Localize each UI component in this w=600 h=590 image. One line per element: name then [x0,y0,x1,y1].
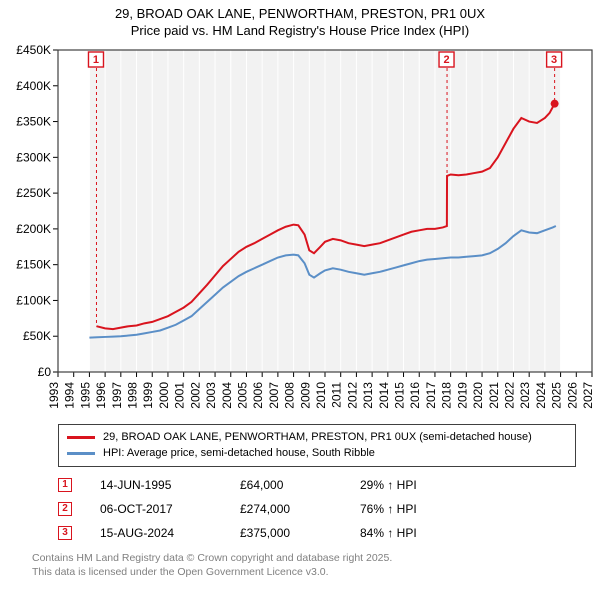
x-tick-label: 2027 [581,381,595,408]
sales-price: £64,000 [240,478,360,492]
x-tick-label: 1994 [63,381,77,408]
x-tick-label: 2003 [204,381,218,408]
sales-marker: 1 [58,478,72,492]
y-tick-label: £350K [16,114,51,128]
x-tick-label: 1993 [47,381,61,408]
x-tick-label: 2018 [440,381,454,408]
sales-price: £274,000 [240,502,360,516]
y-tick-label: £100K [16,293,51,307]
y-tick-label: £250K [16,186,51,200]
legend-swatch [67,452,95,455]
x-tick-label: 2002 [188,381,202,408]
x-tick-label: 2011 [330,381,344,407]
x-tick-label: 2022 [502,381,516,408]
x-tick-label: 2024 [534,381,548,408]
legend-row: HPI: Average price, semi-detached house,… [67,445,567,462]
y-tick-label: £300K [16,150,51,164]
x-tick-label: 1996 [94,381,108,408]
x-tick-label: 2001 [173,381,187,408]
sales-price: £375,000 [240,526,360,540]
sales-date: 06-OCT-2017 [100,502,240,516]
legend-row: 29, BROAD OAK LANE, PENWORTHAM, PRESTON,… [67,429,567,446]
footnote: Contains HM Land Registry data © Crown c… [32,551,600,579]
sales-row: 3 15-AUG-2024£375,00084% ↑ HPI [58,521,600,545]
sale-marker-number: 1 [93,54,99,66]
sales-pct: 76% ↑ HPI [360,502,480,516]
sales-row: 1 14-JUN-1995£64,00029% ↑ HPI [58,473,600,497]
y-tick-label: £400K [16,79,51,93]
x-tick-label: 2006 [251,381,265,408]
x-tick-label: 1997 [110,381,124,408]
chart-area: £0 £50K £100K £150K £200K £250K £300K £350K £400… [0,42,600,420]
x-tick-label: 2005 [235,381,249,408]
footnote-line-2: This data is licensed under the Open Gov… [32,565,600,579]
legend-swatch [67,436,95,439]
title-line-1: 29, BROAD OAK LANE, PENWORTHAM, PRESTON,… [0,6,600,23]
x-tick-label: 2013 [361,381,375,408]
legend-label: HPI: Average price, semi-detached house,… [103,445,375,462]
x-tick-label: 2012 [345,381,359,408]
y-tick-label: £150K [16,257,51,271]
sales-marker: 2 [58,502,72,516]
y-tick-label: £450K [16,43,51,57]
x-tick-label: 2023 [518,381,532,408]
x-tick-label: 2004 [220,381,234,408]
x-tick-label: 2015 [393,381,407,408]
legend: 29, BROAD OAK LANE, PENWORTHAM, PRESTON,… [58,424,576,467]
y-tick-label: £50K [23,329,51,343]
x-tick-label: 2026 [565,381,579,408]
x-tick-label: 2019 [455,381,469,408]
sale-marker-number: 2 [443,54,449,66]
sales-marker: 3 [58,526,72,540]
x-tick-label: 2021 [487,381,501,408]
sales-date: 14-JUN-1995 [100,478,240,492]
x-tick-label: 2000 [157,381,171,408]
x-tick-label: 2020 [471,381,485,408]
x-tick-label: 2017 [424,381,438,408]
x-tick-label: 2008 [283,381,297,408]
x-tick-label: 2007 [267,381,281,408]
x-tick-label: 2009 [298,381,312,408]
x-tick-label: 1995 [78,381,92,408]
x-tick-label: 2025 [550,381,564,408]
x-tick-label: 2016 [408,381,422,408]
x-tick-label: 1999 [141,381,155,408]
sales-row: 2 06-OCT-2017£274,00076% ↑ HPI [58,497,600,521]
footnote-line-1: Contains HM Land Registry data © Crown c… [32,551,600,565]
x-tick-label: 2014 [377,381,391,408]
y-tick-label: £200K [16,222,51,236]
sales-date: 15-AUG-2024 [100,526,240,540]
sales-pct: 84% ↑ HPI [360,526,480,540]
title-line-2: Price paid vs. HM Land Registry's House … [0,23,600,40]
x-tick-label: 1998 [126,381,140,408]
y-tick-label: £0 [38,365,52,379]
x-tick-label: 2010 [314,381,328,408]
sale-marker-number: 3 [551,54,557,66]
sales-pct: 29% ↑ HPI [360,478,480,492]
chart-titles: 29, BROAD OAK LANE, PENWORTHAM, PRESTON,… [0,0,600,42]
chart-svg: £0 £50K £100K £150K £200K £250K £300K £350K £400… [0,42,600,420]
legend-label: 29, BROAD OAK LANE, PENWORTHAM, PRESTON,… [103,429,532,446]
sales-table: 1 14-JUN-1995£64,00029% ↑ HPI 2 06-OCT-2017… [58,473,600,545]
